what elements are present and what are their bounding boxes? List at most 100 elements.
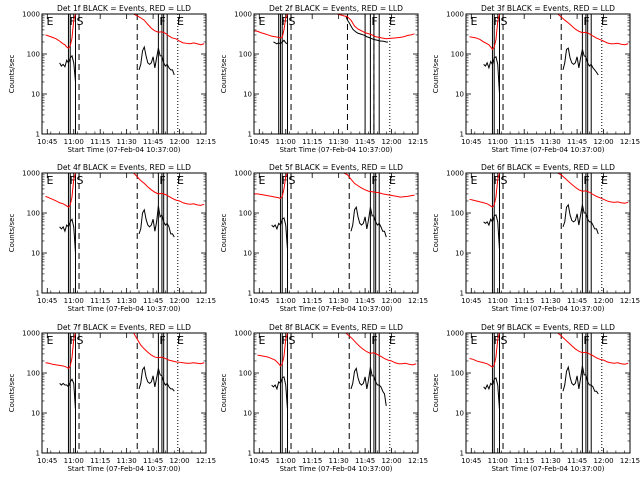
- detector-panel-6: Det 6f BLACK = Events, RED = LLD Counts/s…: [432, 163, 640, 313]
- series-events-line: [59, 378, 77, 410]
- marker-label: E: [601, 334, 608, 347]
- x-tick-label: 11:45: [355, 457, 375, 465]
- y-axis-label: Counts/sec: [432, 374, 440, 413]
- x-tick-label: 11:45: [355, 138, 375, 146]
- plot-frame: [253, 332, 419, 454]
- x-tick-label: 11:00: [488, 297, 508, 305]
- series-lld-line: [469, 13, 500, 51]
- marker-label: E: [471, 174, 478, 187]
- y-tick-label: 100: [451, 370, 464, 378]
- x-tick-label: 12:15: [196, 457, 216, 465]
- x-tick-label: 11:00: [276, 138, 296, 146]
- marker-label: F: [159, 15, 165, 28]
- plot-frame: [41, 172, 207, 294]
- x-tick-label: 12:15: [408, 138, 428, 146]
- x-tick-label: 11:15: [302, 297, 322, 305]
- x-tick-label: 12:00: [381, 297, 401, 305]
- x-tick-label: 11:00: [276, 457, 296, 465]
- series-events-line: [138, 365, 175, 392]
- y-tick-label: 1: [36, 290, 40, 298]
- x-tick-label: 10:45: [249, 457, 269, 465]
- marker-label: F: [371, 334, 377, 347]
- x-tick-label: 12:15: [196, 138, 216, 146]
- panel-title: Det 2f BLACK = Events, RED = LLD: [269, 4, 403, 13]
- y-tick-label: 1000: [446, 11, 464, 19]
- marker-label: S: [289, 334, 296, 347]
- x-tick-label: 11:30: [117, 457, 137, 465]
- y-tick-label: 1: [460, 290, 464, 298]
- x-tick-label: 12:00: [593, 138, 613, 146]
- series-events-line: [483, 214, 501, 250]
- x-tick-label: 12:00: [381, 457, 401, 465]
- x-tick-label: 11:00: [64, 297, 84, 305]
- x-axis-label: Start Time (07-Feb-04 10:37:00): [491, 146, 604, 154]
- marker-label: E: [601, 174, 608, 187]
- x-tick-label: 12:15: [408, 297, 428, 305]
- marker-label: S: [501, 334, 508, 347]
- marker-label: F: [69, 174, 75, 187]
- marker-label: F: [281, 15, 287, 28]
- series-lld-line: [336, 13, 415, 40]
- panel-title: Det 3f BLACK = Events, RED = LLD: [481, 4, 615, 13]
- plot-frame: [465, 13, 631, 135]
- marker-label: E: [389, 15, 396, 28]
- series-events-line: [59, 54, 77, 83]
- x-tick-label: 11:15: [514, 457, 534, 465]
- plot-frame: [253, 172, 419, 294]
- detector-panel-7: Det 7f BLACK = Events, RED = LLD Counts/s…: [8, 323, 216, 473]
- y-tick-label: 1000: [22, 170, 40, 178]
- marker-label: F: [69, 334, 75, 347]
- detector-panel-9: Det 9f BLACK = Events, RED = LLD Counts/s…: [432, 323, 640, 473]
- series-lld-line: [133, 13, 205, 46]
- x-tick-label: 11:00: [64, 457, 84, 465]
- marker-label: F: [493, 334, 499, 347]
- series-lld-line: [343, 172, 415, 198]
- y-tick-label: 100: [451, 51, 464, 59]
- marker-label: E: [471, 15, 478, 28]
- series-lld-line: [45, 172, 76, 208]
- x-tick-label: 11:30: [117, 138, 137, 146]
- detector-panel-3: Det 3f BLACK = Events, RED = LLD Counts/s…: [432, 4, 640, 154]
- marker-label: S: [77, 334, 84, 347]
- series-lld-line: [253, 13, 288, 39]
- marker-label: E: [259, 334, 266, 347]
- marker-label: E: [177, 174, 184, 187]
- y-tick-label: 1: [36, 131, 40, 139]
- x-tick-label: 12:15: [620, 297, 640, 305]
- x-tick-label: 12:00: [169, 138, 189, 146]
- x-tick-label: 10:45: [37, 138, 57, 146]
- y-axis-label: Counts/sec: [220, 214, 228, 253]
- y-tick-label: 10: [455, 410, 464, 418]
- x-tick-label: 11:15: [302, 457, 322, 465]
- marker-label: E: [471, 334, 478, 347]
- marker-label: E: [177, 334, 184, 347]
- x-tick-label: 10:45: [461, 457, 481, 465]
- y-axis-label: Counts/sec: [8, 374, 16, 413]
- x-tick-label: 12:00: [381, 138, 401, 146]
- series-events-line: [59, 217, 77, 254]
- y-tick-label: 10: [243, 250, 252, 258]
- y-tick-label: 1: [248, 131, 252, 139]
- y-tick-label: 100: [27, 51, 40, 59]
- x-tick-label: 11:15: [90, 138, 110, 146]
- x-tick-label: 11:00: [276, 297, 296, 305]
- panel-title: Det 7f BLACK = Events, RED = LLD: [57, 323, 191, 332]
- x-tick-label: 10:45: [37, 297, 57, 305]
- plot-frame: [465, 172, 631, 294]
- panel-title: Det 5f BLACK = Events, RED = LLD: [269, 163, 403, 172]
- x-axis-label: Start Time (07-Feb-04 10:37:00): [67, 146, 180, 154]
- y-tick-label: 10: [455, 91, 464, 99]
- detector-panel-1: Det 1f BLACK = Events, RED = LLD Counts/s…: [8, 4, 216, 154]
- x-tick-label: 10:45: [461, 138, 481, 146]
- series-events-line: [562, 365, 599, 395]
- x-tick-label: 11:45: [567, 457, 587, 465]
- y-tick-label: 10: [455, 250, 464, 258]
- plot-frame: [41, 332, 207, 454]
- panel-title: Det 8f BLACK = Events, RED = LLD: [269, 323, 403, 332]
- series-events-line: [562, 47, 599, 76]
- series-events-line: [271, 376, 289, 410]
- series-lld-line: [45, 13, 76, 49]
- x-tick-label: 12:00: [169, 457, 189, 465]
- series-events-line: [271, 217, 289, 250]
